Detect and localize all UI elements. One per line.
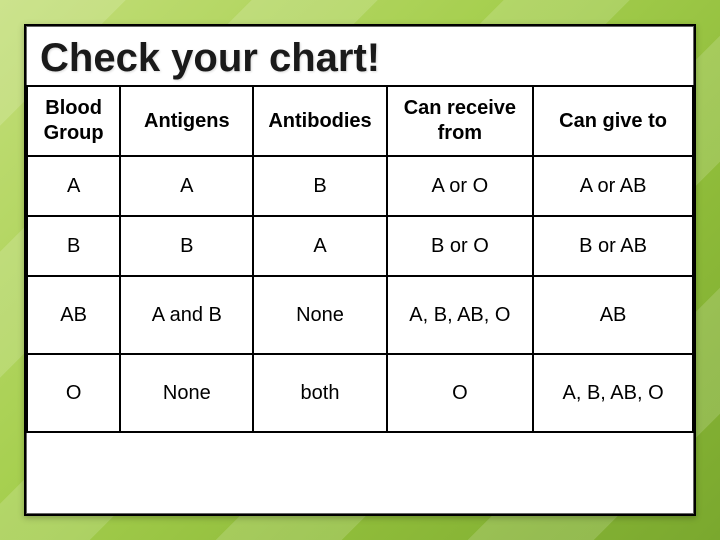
cell: A and B: [120, 276, 253, 354]
cell: B: [253, 156, 386, 216]
table-row: O None both O A, B, AB, O: [27, 354, 693, 432]
table-header-row: Blood Group Antigens Antibodies Can rece…: [27, 86, 693, 156]
cell: A or O: [387, 156, 534, 216]
cell: O: [387, 354, 534, 432]
cell: None: [120, 354, 253, 432]
cell: AB: [533, 276, 693, 354]
table-row: AB A and B None A, B, AB, O AB: [27, 276, 693, 354]
cell: B: [27, 216, 120, 276]
cell: A, B, AB, O: [533, 354, 693, 432]
col-blood-group: Blood Group: [27, 86, 120, 156]
col-receive-from: Can receive from: [387, 86, 534, 156]
content-card: Check your chart! Blood Group Antigens A…: [24, 24, 696, 516]
col-antibodies: Antibodies: [253, 86, 386, 156]
slide-title: Check your chart!: [26, 26, 694, 85]
cell: both: [253, 354, 386, 432]
cell: A or AB: [533, 156, 693, 216]
cell: None: [253, 276, 386, 354]
col-give-to: Can give to: [533, 86, 693, 156]
cell: A, B, AB, O: [387, 276, 534, 354]
cell: B: [120, 216, 253, 276]
blood-group-table: Blood Group Antigens Antibodies Can rece…: [26, 85, 694, 433]
cell: A: [253, 216, 386, 276]
table-row: A A B A or O A or AB: [27, 156, 693, 216]
col-antigens: Antigens: [120, 86, 253, 156]
cell: AB: [27, 276, 120, 354]
cell: B or O: [387, 216, 534, 276]
cell: B or AB: [533, 216, 693, 276]
table-row: B B A B or O B or AB: [27, 216, 693, 276]
cell: A: [27, 156, 120, 216]
cell: O: [27, 354, 120, 432]
cell: A: [120, 156, 253, 216]
